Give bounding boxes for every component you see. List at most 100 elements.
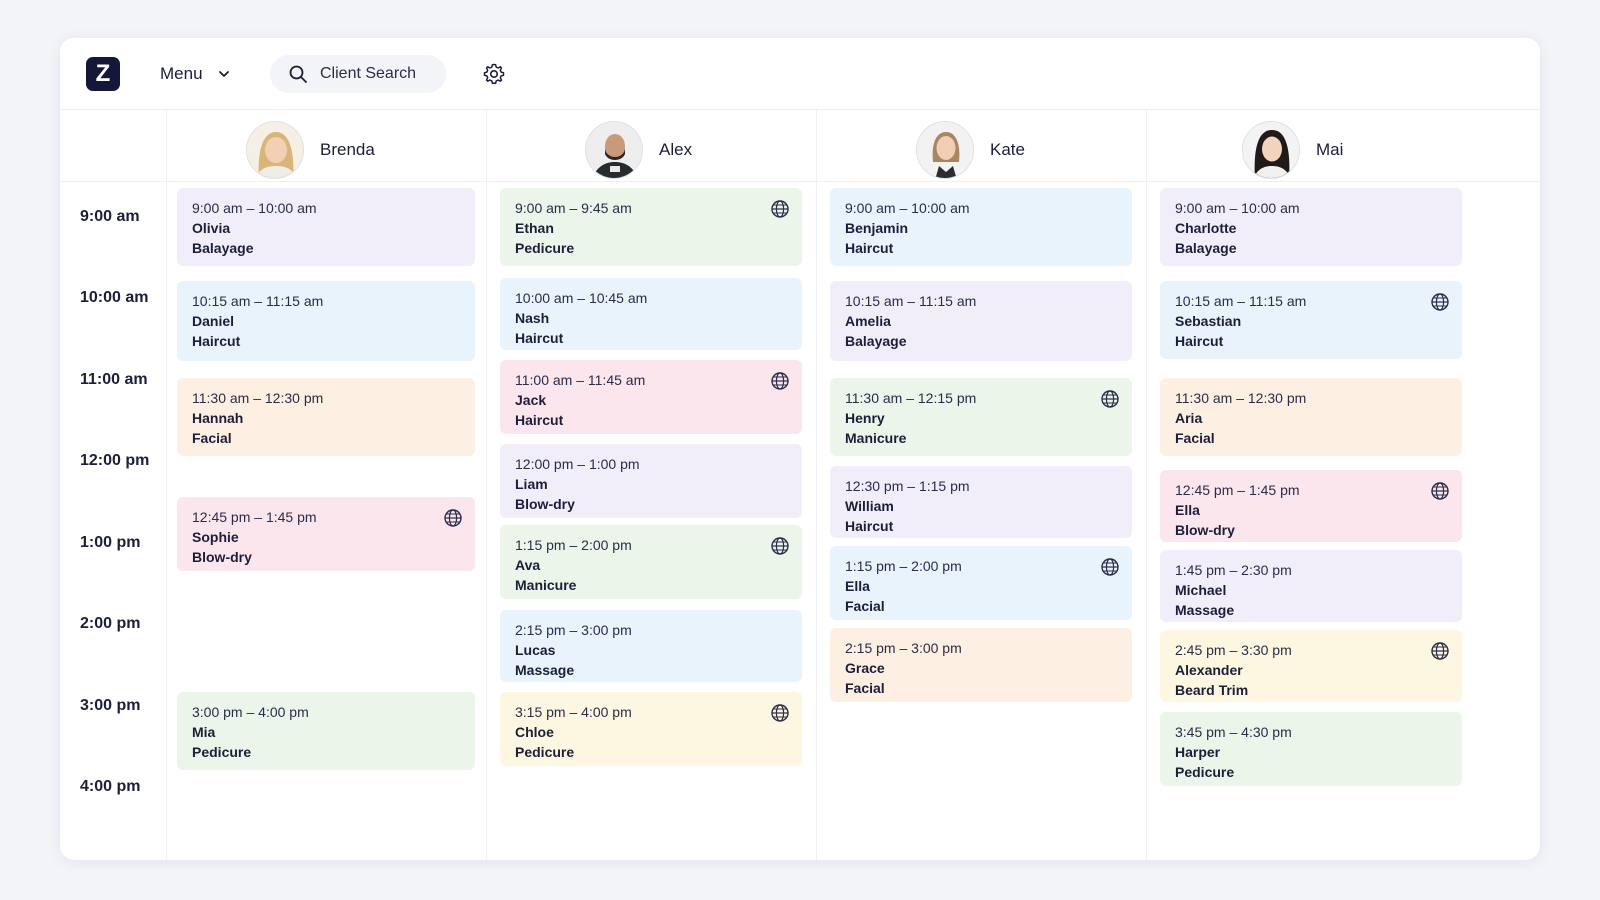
appointment-service: Pedicure bbox=[1175, 764, 1235, 780]
appointment-time: 1:15 pm – 2:00 pm bbox=[515, 537, 632, 553]
time-label: 11:00 am bbox=[80, 371, 148, 388]
staff-name: Kate bbox=[990, 140, 1025, 159]
time-label: 12:00 pm bbox=[80, 452, 150, 469]
menu-label: Menu bbox=[160, 64, 203, 83]
appointment-time: 3:00 pm – 4:00 pm bbox=[192, 704, 309, 720]
appointment-service: Facial bbox=[845, 680, 885, 696]
staff-name: Brenda bbox=[320, 140, 375, 159]
appointment-card[interactable]: 9:00 am – 10:00 am Charlotte Balayage bbox=[1160, 188, 1462, 266]
appointment-card[interactable]: 1:15 pm – 2:00 pm Ella Facial bbox=[830, 546, 1132, 620]
appointment-card[interactable]: 9:00 am – 10:00 am Benjamin Haircut bbox=[830, 188, 1132, 266]
time-label: 4:00 pm bbox=[80, 778, 141, 795]
appointment-card[interactable]: 2:45 pm – 3:30 pm Alexander Beard Trim bbox=[1160, 630, 1462, 702]
appointment-card[interactable]: 2:15 pm – 3:00 pm Lucas Massage bbox=[500, 610, 802, 682]
appointment-card[interactable]: 10:15 am – 11:15 am Sebastian Haircut bbox=[1160, 281, 1462, 359]
appointment-card[interactable]: 10:00 am – 10:45 am Nash Haircut bbox=[500, 278, 802, 350]
logo-icon[interactable]: Z bbox=[86, 57, 120, 91]
staff-header-mai[interactable]: Mai bbox=[1242, 118, 1343, 182]
appointment-time: 9:00 am – 10:00 am bbox=[192, 200, 317, 216]
staff-name: Mai bbox=[1316, 140, 1344, 159]
appointment-card[interactable]: 9:00 am – 10:00 am Olivia Balayage bbox=[177, 188, 475, 266]
appointment-client: William bbox=[845, 498, 894, 514]
appointment-client: Nash bbox=[515, 310, 550, 326]
appointment-service: Facial bbox=[192, 430, 232, 446]
appointment-service: Pedicure bbox=[515, 744, 575, 760]
staff-name: Alex bbox=[659, 140, 693, 159]
appointment-client: Michael bbox=[1175, 582, 1227, 598]
column-divider bbox=[816, 110, 817, 860]
avatar bbox=[916, 121, 974, 179]
appointment-card[interactable]: 3:45 pm – 4:30 pm Harper Pedicure bbox=[1160, 712, 1462, 786]
appointment-time: 9:00 am – 10:00 am bbox=[1175, 200, 1300, 216]
column-divider bbox=[166, 110, 167, 860]
appointment-card[interactable]: 12:00 pm – 1:00 pm Liam Blow-dry bbox=[500, 444, 802, 518]
appointment-card[interactable]: 12:45 pm – 1:45 pm Sophie Blow-dry bbox=[177, 497, 475, 571]
appointment-time: 12:45 pm – 1:45 pm bbox=[1175, 482, 1300, 498]
globe-icon bbox=[771, 372, 789, 390]
gear-icon[interactable] bbox=[482, 62, 506, 86]
appointment-service: Manicure bbox=[845, 430, 907, 446]
staff-header-alex[interactable]: Alex bbox=[585, 118, 692, 182]
appointment-client: Liam bbox=[515, 476, 548, 492]
menu-button[interactable]: Menu bbox=[160, 60, 231, 88]
appointment-time: 10:15 am – 11:15 am bbox=[192, 293, 324, 309]
appointment-card[interactable]: 3:15 pm – 4:00 pm Chloe Pedicure bbox=[500, 692, 802, 766]
appointment-time: 2:15 pm – 3:00 pm bbox=[845, 640, 962, 656]
appointment-service: Blow-dry bbox=[515, 496, 575, 512]
appointment-time: 1:15 pm – 2:00 pm bbox=[845, 558, 962, 574]
appointment-client: Mia bbox=[192, 724, 216, 740]
appointment-service: Facial bbox=[1175, 430, 1215, 446]
appointment-time: 11:30 am – 12:30 pm bbox=[1175, 390, 1307, 406]
appointment-service: Haircut bbox=[515, 412, 564, 428]
appointment-time: 12:00 pm – 1:00 pm bbox=[515, 456, 640, 472]
appointment-card[interactable]: 11:30 am – 12:15 pm Henry Manicure bbox=[830, 378, 1132, 456]
avatar bbox=[585, 121, 643, 179]
appointment-client: Harper bbox=[1175, 744, 1221, 760]
appointment-time: 12:45 pm – 1:45 pm bbox=[192, 509, 317, 525]
time-label: 3:00 pm bbox=[80, 697, 141, 714]
appointment-time: 11:00 am – 11:45 am bbox=[515, 372, 646, 388]
appointment-service: Balayage bbox=[845, 333, 907, 349]
appointment-card[interactable]: 9:00 am – 9:45 am Ethan Pedicure bbox=[500, 188, 802, 266]
appointment-time: 11:30 am – 12:15 pm bbox=[845, 390, 977, 406]
appointment-service: Blow-dry bbox=[192, 549, 252, 565]
appointment-card[interactable]: 1:15 pm – 2:00 pm Ava Manicure bbox=[500, 525, 802, 599]
appointment-card[interactable]: 1:45 pm – 2:30 pm Michael Massage bbox=[1160, 550, 1462, 622]
appointment-card[interactable]: 10:15 am – 11:15 am Amelia Balayage bbox=[830, 281, 1132, 361]
appointment-client: Alexander bbox=[1175, 662, 1243, 678]
globe-icon bbox=[444, 509, 462, 527]
appointment-client: Grace bbox=[845, 660, 885, 676]
appointment-card[interactable]: 2:15 pm – 3:00 pm Grace Facial bbox=[830, 628, 1132, 702]
appointment-time: 9:00 am – 10:00 am bbox=[845, 200, 970, 216]
appointment-client: Chloe bbox=[515, 724, 554, 740]
appointment-card[interactable]: 12:45 pm – 1:45 pm Ella Blow-dry bbox=[1160, 470, 1462, 542]
appointment-card[interactable]: 11:00 am – 11:45 am Jack Haircut bbox=[500, 360, 802, 434]
appointment-service: Manicure bbox=[515, 577, 577, 593]
time-label: 1:00 pm bbox=[80, 534, 141, 551]
appointment-card[interactable]: 11:30 am – 12:30 pm Aria Facial bbox=[1160, 378, 1462, 456]
time-label: 2:00 pm bbox=[80, 615, 141, 632]
globe-icon bbox=[1431, 642, 1449, 660]
appointment-client: Henry bbox=[845, 410, 885, 426]
search-icon bbox=[289, 65, 307, 83]
avatar bbox=[1242, 121, 1300, 179]
appointment-card[interactable]: 11:30 am – 12:30 pm Hannah Facial bbox=[177, 378, 475, 456]
staff-header-brenda[interactable]: Brenda bbox=[246, 118, 375, 182]
appointment-time: 3:15 pm – 4:00 pm bbox=[515, 704, 632, 720]
appointment-card[interactable]: 12:30 pm – 1:15 pm William Haircut bbox=[830, 466, 1132, 538]
appointment-client: Jack bbox=[515, 392, 547, 408]
appointment-client: Daniel bbox=[192, 313, 235, 329]
client-search-button[interactable]: Client Search bbox=[270, 55, 446, 93]
appointment-client: Hannah bbox=[192, 410, 244, 426]
globe-icon bbox=[1101, 390, 1119, 408]
appointment-client: Ella bbox=[845, 578, 870, 594]
appointment-card[interactable]: 10:15 am – 11:15 am Daniel Haircut bbox=[177, 281, 475, 361]
appointment-service: Haircut bbox=[845, 240, 894, 256]
appointment-client: Lucas bbox=[515, 642, 556, 658]
appointment-service: Facial bbox=[845, 598, 885, 614]
appointment-card[interactable]: 3:00 pm – 4:00 pm Mia Pedicure bbox=[177, 692, 475, 770]
appointment-service: Massage bbox=[515, 662, 575, 678]
avatar bbox=[246, 121, 304, 179]
staff-header-kate[interactable]: Kate bbox=[916, 118, 1025, 182]
appointment-client: Ava bbox=[515, 557, 541, 573]
